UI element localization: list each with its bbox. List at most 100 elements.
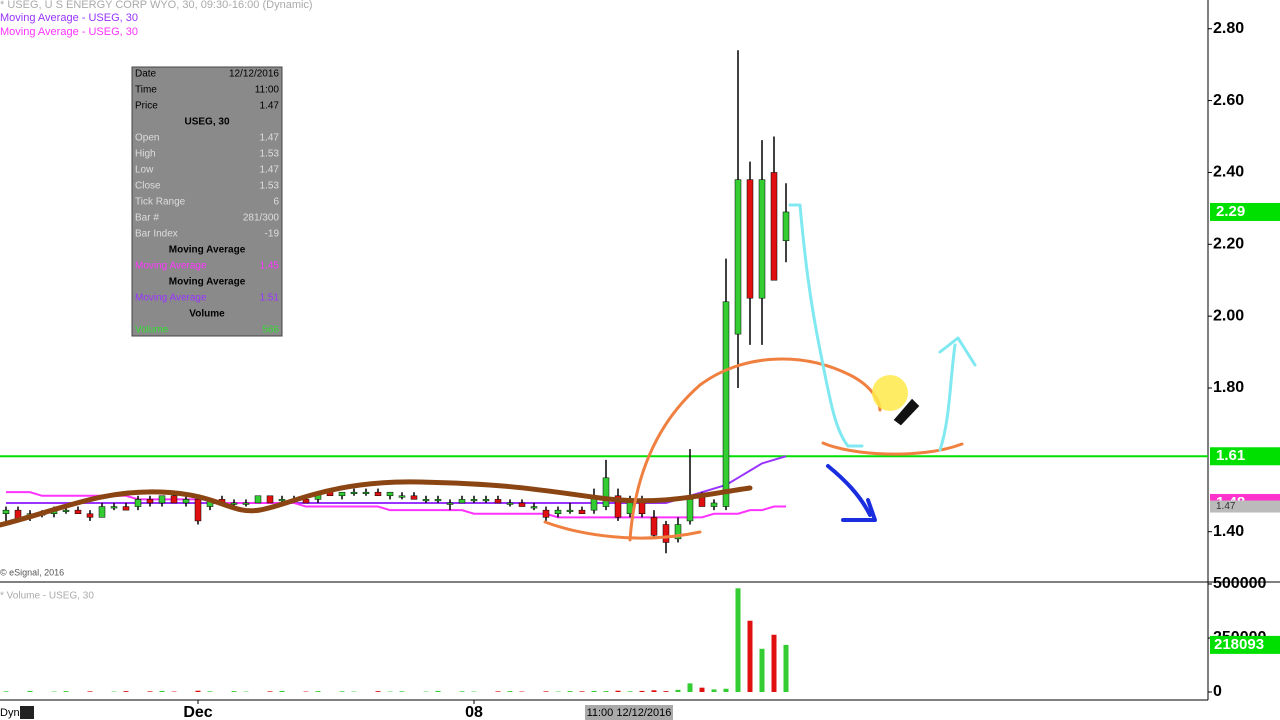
candle-body (482, 499, 490, 502)
candle-body (614, 495, 622, 518)
volume-bar (63, 691, 69, 692)
volume-bar (759, 648, 765, 692)
volume-bar (687, 683, 693, 692)
pen-icon (892, 397, 921, 427)
candle-body (530, 506, 538, 509)
candle-body (602, 477, 610, 507)
info-panel (131, 66, 283, 337)
candle-body (242, 502, 250, 505)
volume-bar (699, 687, 705, 692)
price-marker-label: 1.47 (1216, 501, 1236, 512)
y2-tick-label: 0 (1213, 683, 1222, 700)
x-tick-label: Dec (183, 704, 212, 720)
panel-heading: USEG, 30 (184, 117, 229, 128)
volume-bar (399, 691, 405, 692)
y-tick-label: 2.80 (1213, 20, 1244, 37)
candle-body (770, 172, 778, 281)
candle-body (74, 509, 82, 514)
candle-body (230, 502, 238, 505)
panel-label: Price (135, 101, 158, 112)
candle-body (302, 499, 310, 504)
blue-arrow (826, 464, 877, 522)
crosshair-box (585, 705, 673, 720)
candle-body (446, 502, 454, 505)
annotations (0, 203, 977, 542)
candle-body (722, 301, 730, 507)
panel-label: Bar # (135, 213, 159, 224)
candle-body (266, 495, 274, 504)
info-panel-rows: Date 12/12/2016 Time 11:00 Price 1.47 USEG, 30… (135, 69, 279, 336)
panel-heading: Volume (189, 309, 225, 320)
volume-bar (207, 691, 213, 692)
candle-body (350, 491, 358, 494)
panel-value: 1.47 (260, 133, 280, 144)
volume-bar (627, 691, 633, 692)
volume-bar (159, 690, 165, 692)
volume-bar (3, 691, 9, 692)
candle-body (542, 509, 550, 518)
panel-value: 566 (262, 325, 279, 336)
volume-bar (675, 689, 681, 692)
y-tick-label: 2.00 (1213, 307, 1244, 324)
candle-body (386, 491, 394, 497)
panel-value: 12/12/2016 (229, 69, 279, 80)
panel-value: 1.47 (260, 165, 280, 176)
x-tick-label: 08 (465, 704, 483, 720)
panel-value: 1.47 (260, 101, 280, 112)
candle-body (338, 491, 346, 497)
orange-stroke (821, 441, 964, 456)
candle-body (134, 499, 142, 507)
y2-tick-label: 500000 (1213, 575, 1266, 592)
candle-body (686, 499, 694, 522)
orange-stroke (628, 357, 882, 542)
brown-stroke (0, 479, 753, 528)
candle-body (86, 513, 94, 518)
candle-body (410, 495, 418, 500)
footer-icon (20, 706, 34, 719)
volume-bar (459, 691, 465, 692)
panel-value: 11:00 (255, 85, 280, 96)
highlighter-spot (872, 375, 908, 411)
volume-bar (639, 690, 645, 692)
candle-body (158, 495, 166, 504)
candle-body (254, 495, 262, 504)
orange-stroke (543, 520, 702, 540)
volume-bar (195, 690, 201, 692)
y-tick-label: 1.40 (1213, 523, 1244, 540)
candle-body (554, 509, 562, 514)
footer-label: Dyn (0, 707, 20, 719)
price-marker-label: 2.29 (1216, 203, 1245, 220)
candle-body (758, 179, 766, 299)
candle-body (566, 509, 574, 512)
panel-label: Bar Index (135, 229, 178, 240)
volume-marker (1210, 635, 1280, 654)
panel-value: 1.45 (260, 261, 280, 272)
volume-bar (567, 691, 573, 692)
panel-label: High (135, 149, 156, 160)
cyan-stroke (788, 203, 864, 448)
price-marker (1210, 500, 1280, 513)
volume-bar (783, 644, 789, 692)
candle-body (518, 502, 526, 507)
panel-label: Volume (135, 325, 169, 336)
candle-body (494, 499, 502, 504)
volume-bar (375, 691, 381, 692)
volume-bar (231, 691, 237, 692)
volume-bar (543, 691, 549, 692)
panel-value: 1.53 (260, 149, 280, 160)
volume-bar (663, 691, 669, 692)
candle-body (170, 495, 178, 504)
volume-bar (315, 691, 321, 692)
panel-value: 6 (273, 197, 279, 208)
volume-bar (495, 691, 501, 692)
candle-body (182, 499, 190, 504)
candle-body (62, 509, 70, 512)
candle-body (146, 499, 154, 504)
panel-label: Moving Average (135, 261, 207, 272)
y-tick-label: 2.20 (1213, 236, 1244, 253)
y-tick-label: 1.80 (1213, 379, 1244, 396)
panel-label: Tick Range (135, 197, 186, 208)
panel-label: Open (135, 133, 159, 144)
panel-heading: Moving Average (169, 245, 246, 256)
volume-bar (603, 691, 609, 692)
